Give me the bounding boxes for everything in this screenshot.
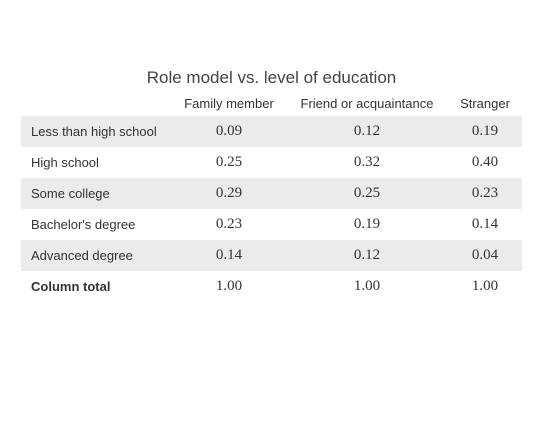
cell-value: 0.19 [471, 123, 499, 139]
cell-value: 0.09 [215, 123, 243, 139]
table-row: Bachelor's degree 0.23 0.19 0.14 [21, 209, 522, 240]
column-header: Family member [184, 95, 274, 111]
table-row: High school 0.25 0.32 0.40 [21, 147, 522, 178]
row-label: Some college [31, 186, 110, 201]
row-label: High school [31, 155, 99, 170]
row-label: Bachelor's degree [31, 217, 136, 232]
cell-value: 1.00 [353, 278, 381, 294]
table-row: Some college 0.29 0.25 0.23 [21, 178, 522, 209]
cell-value: 0.14 [215, 247, 243, 263]
table-row: Column total 1.00 1.00 1.00 [21, 271, 522, 302]
cell-value: 1.00 [215, 278, 243, 294]
cell-value: 0.04 [471, 247, 499, 263]
table-row: Less than high school 0.09 0.12 0.19 [21, 116, 522, 147]
cell-value: 0.14 [471, 216, 499, 232]
cell-value: 0.23 [471, 185, 499, 201]
cell-value: 0.32 [353, 154, 381, 170]
cell-value: 0.25 [215, 154, 243, 170]
table-title: Role model vs. level of education [146, 68, 397, 87]
column-header: Stranger [460, 95, 510, 111]
header-row: Family member Friend or acquaintance Stran… [21, 90, 522, 116]
row-label: Less than high school [31, 124, 157, 139]
cell-value: 0.12 [353, 247, 381, 263]
table-row: Advanced degree 0.14 0.12 0.04 [21, 240, 522, 271]
cell-value: 0.25 [353, 185, 381, 201]
table: Family member Friend or acquaintance Stran… [21, 90, 522, 302]
cell-value: 0.23 [215, 216, 243, 232]
cell-value: 0.12 [353, 123, 381, 139]
cell-value: 0.40 [471, 154, 499, 170]
cell-value: 1.00 [471, 278, 499, 294]
cell-value: 0.19 [353, 216, 381, 232]
column-header: Friend or acquaintance [300, 95, 434, 111]
row-label: Column total [31, 279, 111, 294]
cell-value: 0.29 [215, 185, 243, 201]
row-label: Advanced degree [31, 248, 133, 263]
